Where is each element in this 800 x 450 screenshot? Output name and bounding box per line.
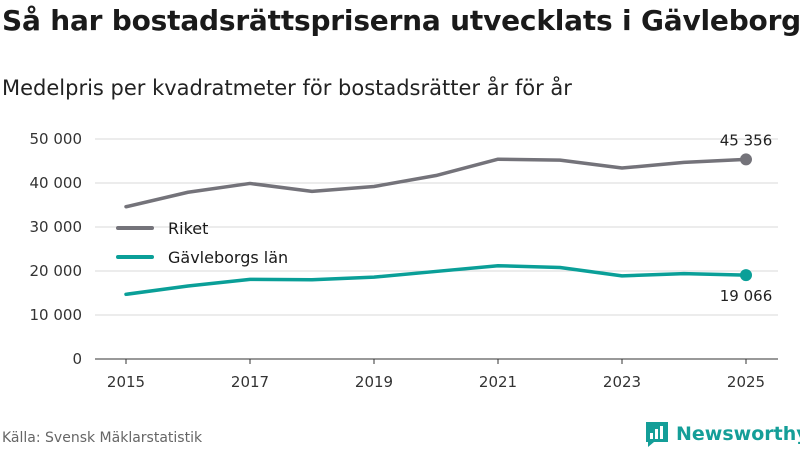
legend-label: Gävleborgs län [168, 248, 288, 267]
brand-logo[interactable]: Newsworthy [644, 419, 800, 449]
chart-title: Så har bostadsrättspriserna utvecklats i… [2, 4, 800, 37]
newsworthy-logo-icon [646, 422, 668, 447]
series-end-label: 19 066 [720, 287, 773, 305]
x-tick-label: 2019 [355, 373, 393, 391]
x-tick-label: 2017 [231, 373, 269, 391]
series-end-label: 45 356 [720, 131, 773, 149]
y-tick-label: 30 000 [30, 218, 83, 236]
y-tick-label: 20 000 [30, 262, 83, 280]
x-tick-label: 2021 [479, 373, 517, 391]
brand-name: Newsworthy [676, 423, 800, 445]
x-tick-label: 2025 [727, 373, 765, 391]
y-tick-label: 40 000 [30, 174, 83, 192]
chart-subtitle: Medelpris per kvadratmeter för bostadsrä… [2, 76, 572, 100]
legend-label: Riket [168, 219, 208, 238]
x-tick-label: 2015 [107, 373, 145, 391]
source-credit: Källa: Svensk Mäklarstatistik [2, 430, 203, 446]
series-endpoint-gavleborg [740, 269, 752, 282]
series-line-riket [124, 157, 748, 209]
y-tick-label: 10 000 [30, 306, 83, 324]
y-tick-label: 50 000 [30, 130, 83, 148]
y-tick-label: 0 [72, 350, 82, 368]
x-tick-label: 2023 [603, 373, 641, 391]
series-line-gavleborg [124, 263, 748, 297]
series-endpoint-riket [740, 153, 752, 166]
